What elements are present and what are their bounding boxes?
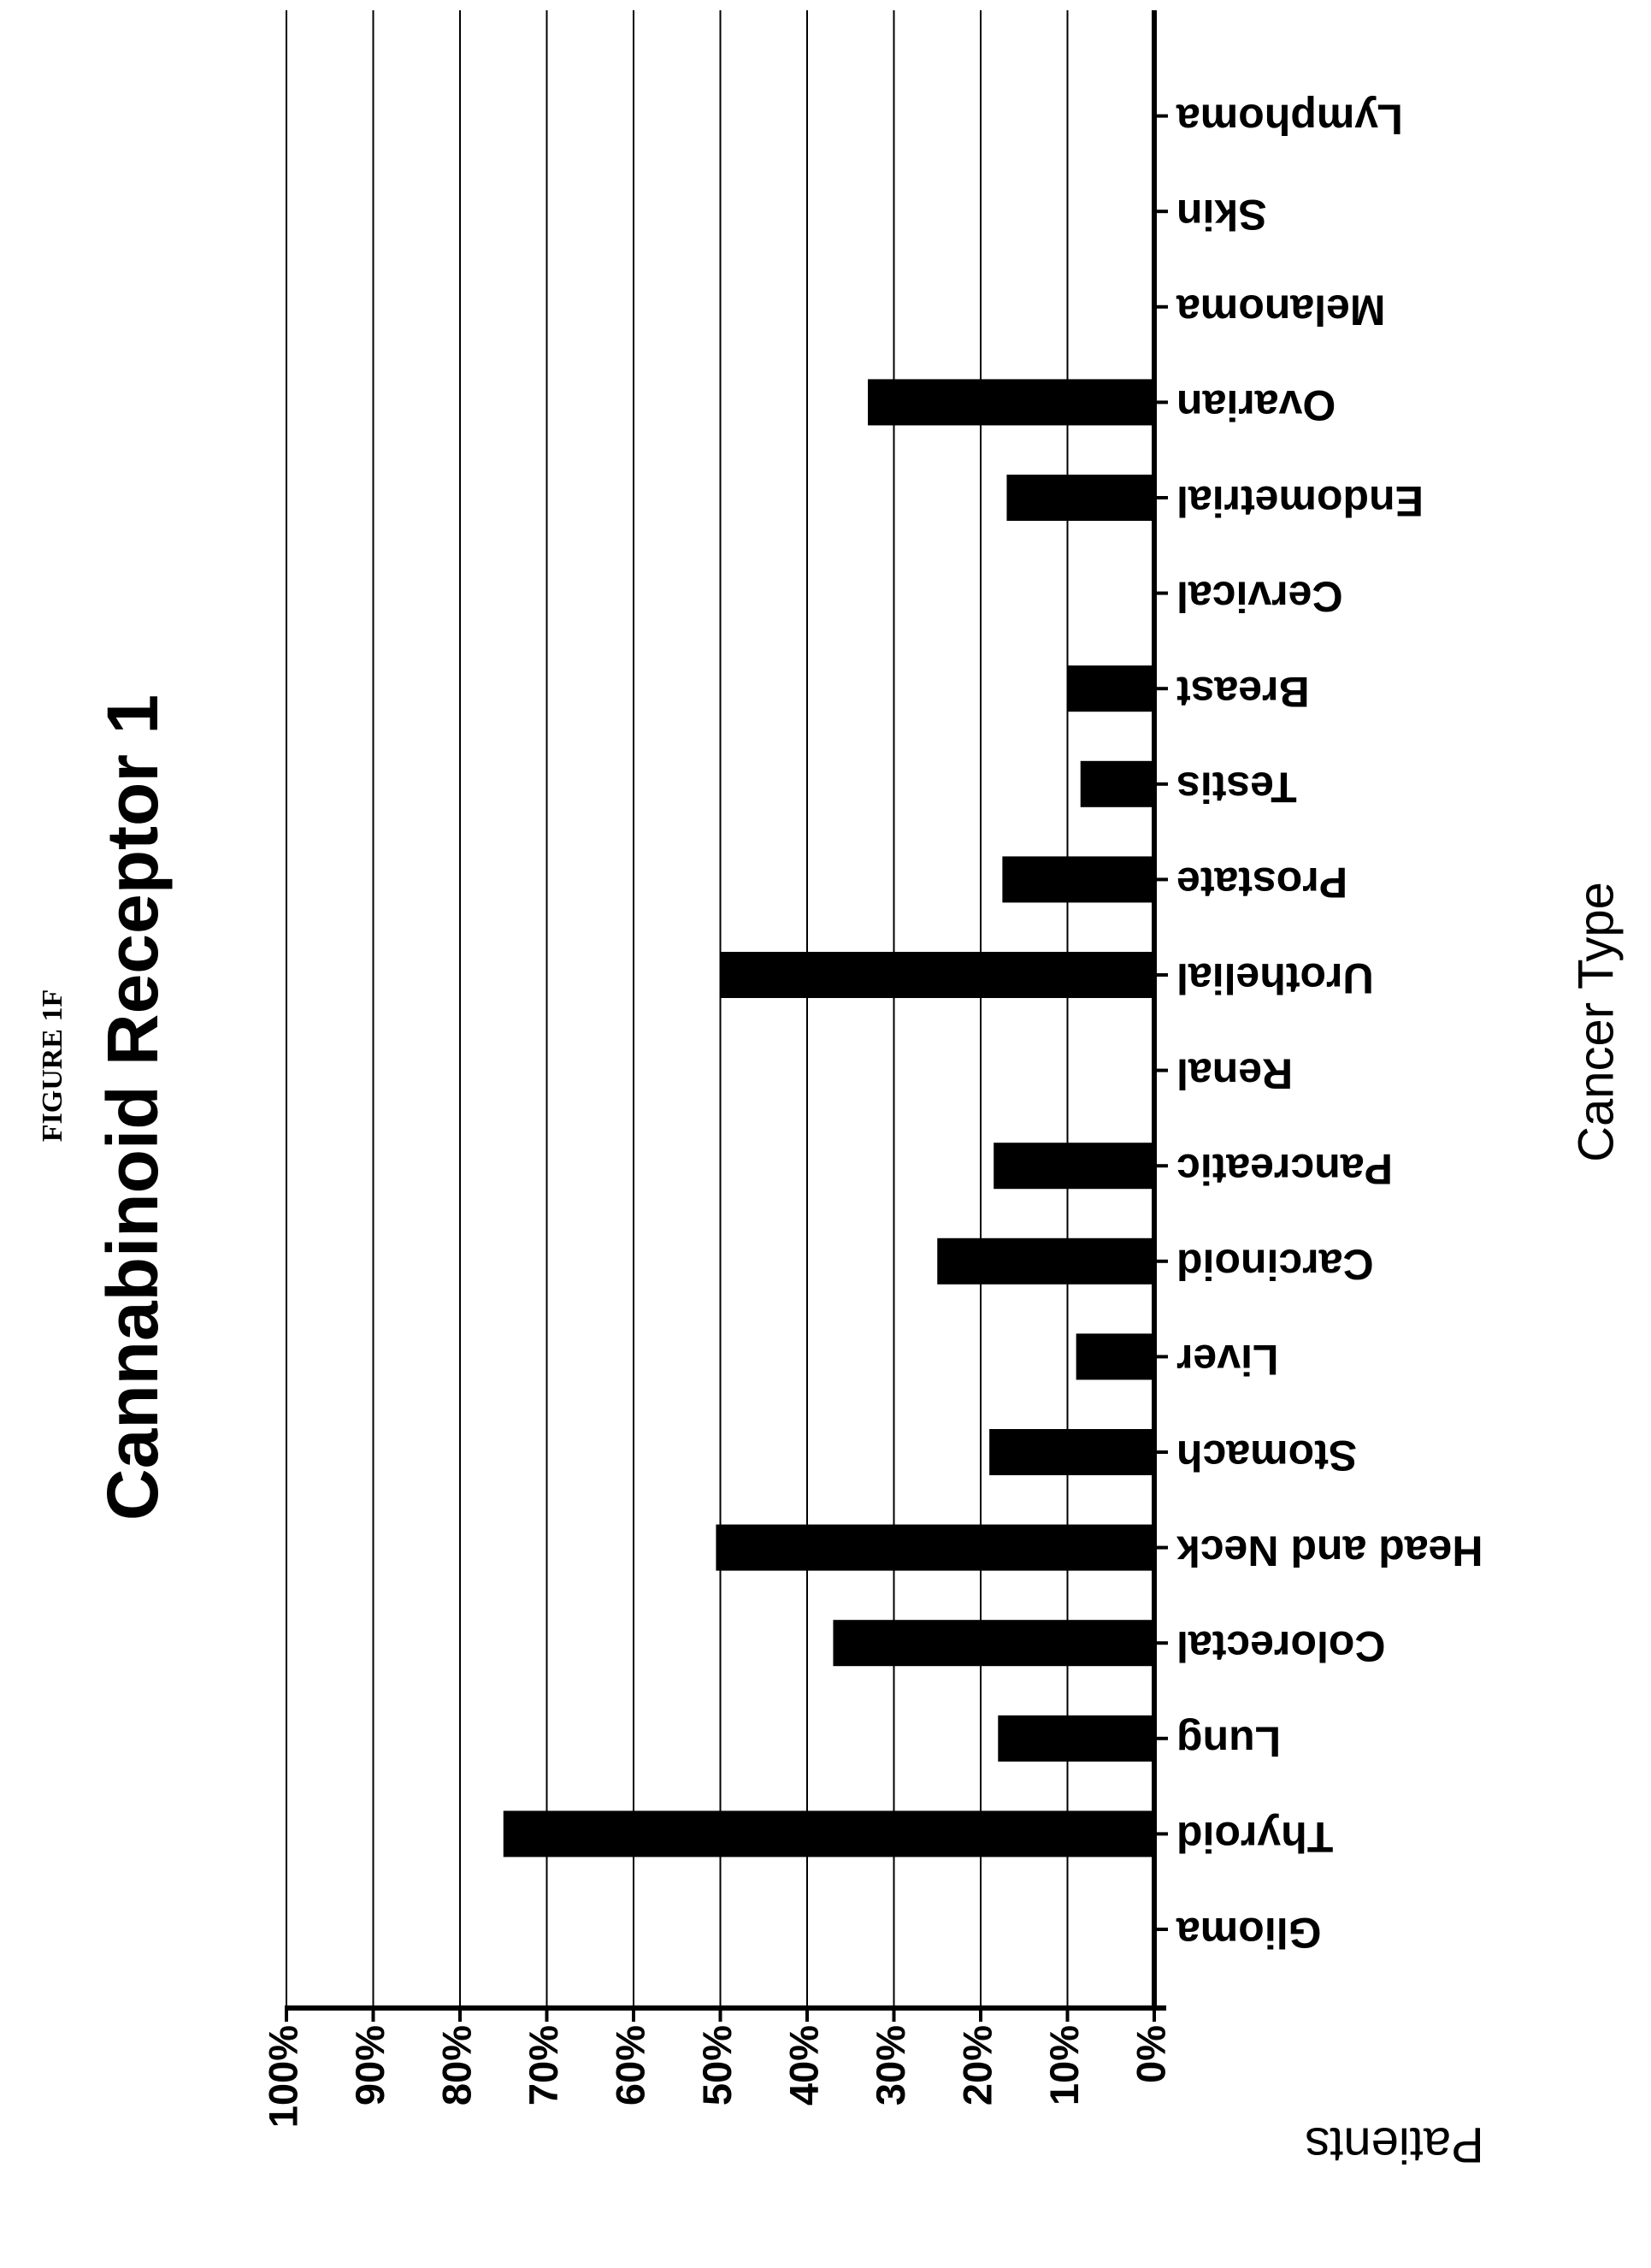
- bar-head-and-neck: [716, 1524, 1154, 1571]
- y-tick-label: 90%: [347, 2025, 392, 2106]
- gridlines: [286, 10, 1069, 2008]
- x-tick-label: Stomach: [1176, 1432, 1357, 1480]
- x-tick-label: Cervical: [1176, 572, 1343, 620]
- bar-endometrial: [1006, 475, 1154, 521]
- chart-title: Cannabinoid Receptor 1: [92, 694, 173, 1521]
- figure-label: FIGURE 1F: [37, 989, 68, 1143]
- y-tick-label: 40%: [781, 2025, 826, 2106]
- x-tick-label: Urothelial: [1176, 954, 1374, 1002]
- axes: [285, 10, 1168, 2022]
- x-tick-label: Pancreatic: [1176, 1145, 1393, 1193]
- x-tick-label: Liver: [1176, 1336, 1279, 1384]
- x-tick-label: Breast: [1176, 668, 1310, 716]
- x-tick-label: Endometrial: [1176, 477, 1424, 525]
- bar-testis: [1080, 760, 1154, 807]
- y-tick-label: 30%: [868, 2025, 913, 2106]
- x-tick-label: Testis: [1176, 764, 1297, 812]
- bars: [503, 379, 1154, 1858]
- y-tick-label: 80%: [433, 2025, 479, 2106]
- bar-ovarian: [868, 379, 1154, 426]
- y-axis-label: Patients: [1305, 2117, 1484, 2173]
- bar-liver: [1076, 1333, 1154, 1380]
- x-tick-label: Renal: [1176, 1049, 1293, 1097]
- y-tick-label: 20%: [954, 2025, 999, 2106]
- x-tick-label: Carcinoid: [1176, 1241, 1374, 1289]
- bar-thyroid: [503, 1810, 1154, 1858]
- y-tick-label: 100%: [260, 2025, 305, 2128]
- bar-carcinoid: [937, 1237, 1154, 1285]
- x-tick-label: Ovarian: [1176, 381, 1336, 429]
- x-tick-label: Lung: [1176, 1718, 1281, 1766]
- bar-pancreatic: [994, 1143, 1154, 1190]
- x-tick-label: Lymphoma: [1176, 95, 1403, 143]
- x-tick-label: Skin: [1176, 191, 1267, 239]
- x-tick-label: Glioma: [1176, 1909, 1322, 1957]
- labels: 0% 10% 20% 30% 40% 50% 60% 70% 80% 90% 100% Glioma T…: [260, 95, 1483, 2128]
- y-tick-label: 70%: [521, 2025, 566, 2106]
- x-tick-label: Prostate: [1176, 859, 1347, 907]
- bar-urothelial: [720, 952, 1154, 998]
- x-tick-label: Thyroid: [1176, 1813, 1333, 1861]
- bar-breast: [1067, 665, 1154, 712]
- x-tick-label: Colorectal: [1176, 1622, 1386, 1670]
- x-tick-label: Head and Neck: [1176, 1527, 1483, 1574]
- bar-prostate: [1002, 856, 1154, 903]
- y-tick-label: 10%: [1041, 2025, 1087, 2106]
- y-tick-label: 0%: [1128, 2025, 1173, 2083]
- x-tick-label: Melanoma: [1176, 286, 1386, 334]
- bar-colorectal: [833, 1620, 1154, 1667]
- y-tick-label: 60%: [607, 2025, 652, 2106]
- y-tick-label: 50%: [694, 2025, 740, 2106]
- bar-stomach: [989, 1429, 1154, 1475]
- bar-lung: [998, 1715, 1154, 1762]
- x-axis-label: Cancer Type: [1568, 882, 1624, 1162]
